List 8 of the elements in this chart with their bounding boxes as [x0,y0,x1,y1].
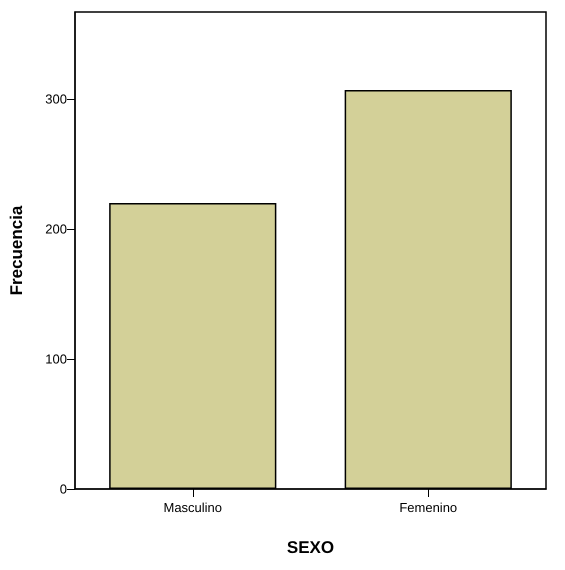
y-tick-label: 300 [45,92,67,107]
x-tick-label: Femenino [399,500,458,515]
x-tick-label: Masculino [163,500,222,515]
y-tick-label: 100 [45,352,67,367]
y-tick-label: 0 [60,482,67,496]
y-axis-title: Frecuencia [7,205,26,296]
x-axis-title: SEXO [286,538,334,557]
y-tick-label: 200 [45,222,67,237]
